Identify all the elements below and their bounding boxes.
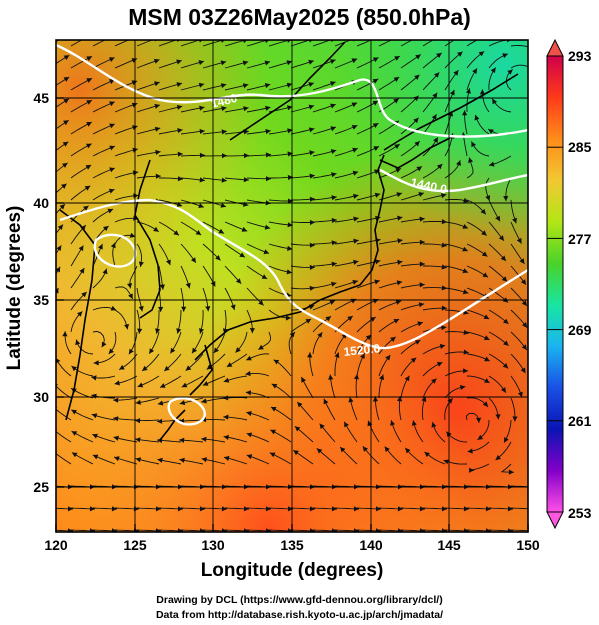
x-tick-label: 125 — [123, 537, 147, 553]
y-tick-label: 40 — [33, 195, 49, 211]
credit-drawing: Drawing by DCL (https://www.gfd-dennou.o… — [156, 594, 443, 606]
y-tick-label: 45 — [33, 90, 49, 106]
colorbar-label: 253 — [568, 505, 592, 521]
height-contours — [56, 43, 528, 426]
temperature-field: 1480 1440.0 1520.0 — [56, 40, 528, 532]
lat-lon-grid — [56, 40, 528, 532]
credit-data: Data from http://database.rish.kyoto-u.a… — [155, 609, 444, 621]
x-tick-label: 150 — [516, 537, 540, 553]
axis-ticks — [55, 97, 529, 532]
colorbar-label: 269 — [568, 322, 592, 338]
colorbar: 293 285 277 269 261 253 — [546, 38, 592, 530]
colorbar-label: 261 — [568, 413, 592, 429]
y-axis-label: Latitude (degrees) — [4, 206, 25, 371]
colorbar-bottom-arrow — [546, 511, 564, 530]
colorbar-label: 293 — [568, 48, 592, 64]
x-tick-label: 145 — [437, 537, 461, 553]
contour-label-1520: 1520.0 — [343, 341, 381, 359]
map-title: MSM 03Z26May2025 (850.0hPa) — [128, 4, 471, 30]
x-tick-label: 130 — [201, 537, 225, 553]
y-tick-labels: 45 40 35 30 25 — [33, 90, 49, 495]
y-tick-label: 30 — [33, 389, 49, 405]
x-tick-label: 140 — [359, 537, 383, 553]
x-tick-label: 135 — [280, 537, 304, 553]
x-tick-labels: 120 125 130 135 140 145 150 — [44, 537, 540, 553]
contour-labels: 1480 1440.0 1520.0 — [209, 91, 448, 359]
colorbar-bar — [546, 55, 564, 513]
contour-label-1480: 1480 — [209, 91, 239, 111]
colorbar-top-arrow — [546, 38, 564, 57]
colorbar-label: 285 — [568, 139, 592, 155]
y-tick-label: 35 — [33, 292, 49, 308]
y-tick-label: 25 — [33, 479, 49, 495]
x-axis-label: Longitude (degrees) — [201, 560, 384, 581]
colorbar-label: 277 — [568, 231, 592, 247]
x-tick-label: 120 — [44, 537, 68, 553]
